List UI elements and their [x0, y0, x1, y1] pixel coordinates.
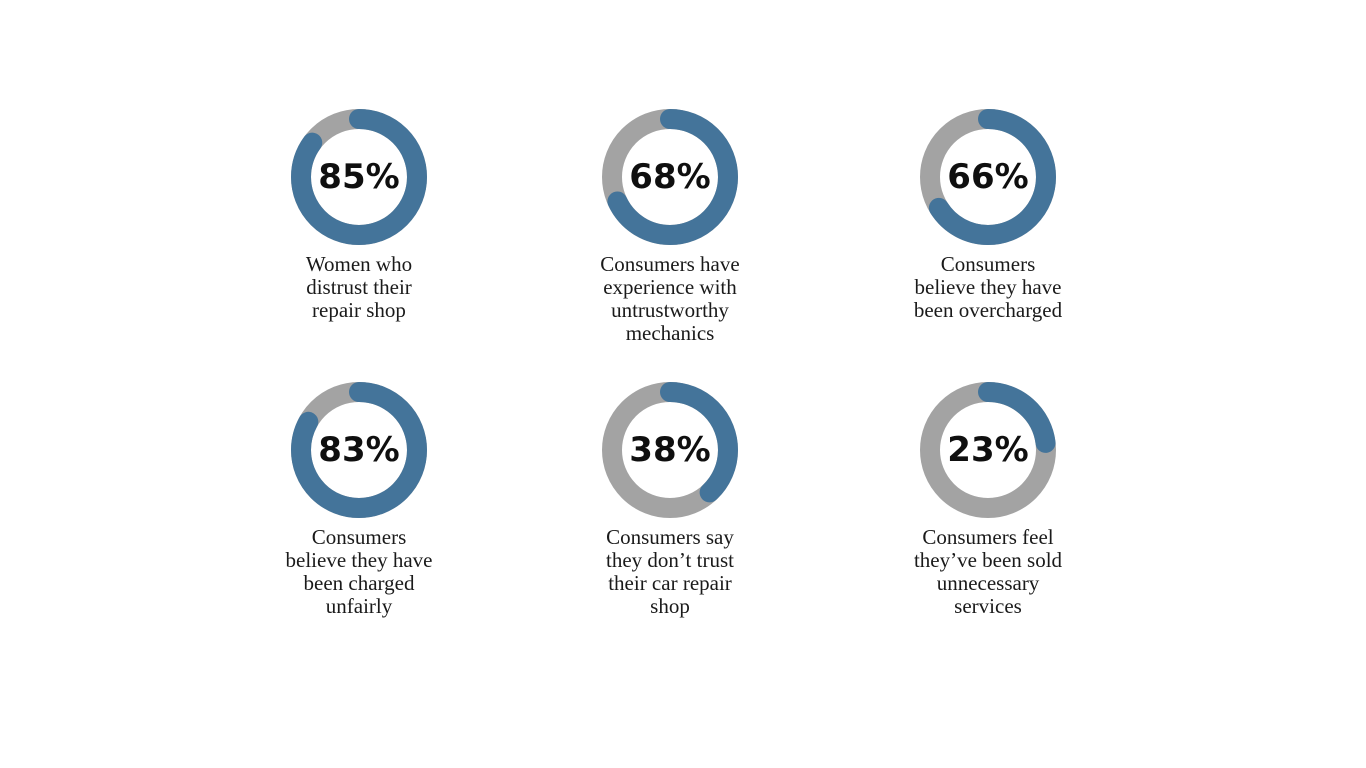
donut-chart: 66%	[920, 109, 1056, 245]
donut-svg	[291, 382, 427, 518]
donut-svg	[602, 109, 738, 245]
donut-fill-arc	[602, 109, 738, 245]
stat-card: 85% Women who distrust their repair shop	[239, 109, 479, 322]
stat-value: 38%	[629, 430, 711, 470]
stat-card: 38% Consumers say they don’t trust their…	[550, 382, 790, 618]
donut-fill-arc	[920, 109, 1056, 245]
stat-caption: Consumers have experience with untrustwo…	[600, 252, 740, 345]
donut-fill-arc	[920, 382, 1056, 518]
donut-svg	[602, 382, 738, 518]
donut-chart: 85%	[291, 109, 427, 245]
stat-card: 83% Consumers believe they have been cha…	[239, 382, 479, 618]
donut-chart: 68%	[602, 109, 738, 245]
donut-fill-arc	[602, 382, 738, 518]
donut-svg	[920, 382, 1056, 518]
stat-card: 23% Consumers feel they’ve been sold unn…	[868, 382, 1108, 618]
stat-caption: Consumers feel they’ve been sold unneces…	[913, 525, 1063, 618]
donut-chart: 23%	[920, 382, 1056, 518]
donut-svg	[291, 109, 427, 245]
donut-chart: 38%	[602, 382, 738, 518]
stat-caption: Women who distrust their repair shop	[305, 252, 413, 322]
stat-value: 83%	[318, 430, 400, 470]
stat-value: 23%	[947, 430, 1029, 470]
donut-svg	[920, 109, 1056, 245]
stat-card: 68% Consumers have experience with untru…	[550, 109, 790, 345]
donut-chart: 83%	[291, 382, 427, 518]
stat-caption: Consumers say they don’t trust their car…	[606, 525, 734, 618]
stat-value: 68%	[629, 157, 711, 197]
donut-fill-arc	[291, 109, 427, 245]
stat-caption: Consumers believe they have been overcha…	[913, 252, 1063, 322]
stat-card: 66% Consumers believe they have been ove…	[868, 109, 1108, 322]
stat-value: 85%	[318, 157, 400, 197]
stat-value: 66%	[947, 157, 1029, 197]
stat-caption: Consumers believe they have been charged…	[285, 525, 433, 618]
donut-fill-arc	[291, 382, 427, 518]
